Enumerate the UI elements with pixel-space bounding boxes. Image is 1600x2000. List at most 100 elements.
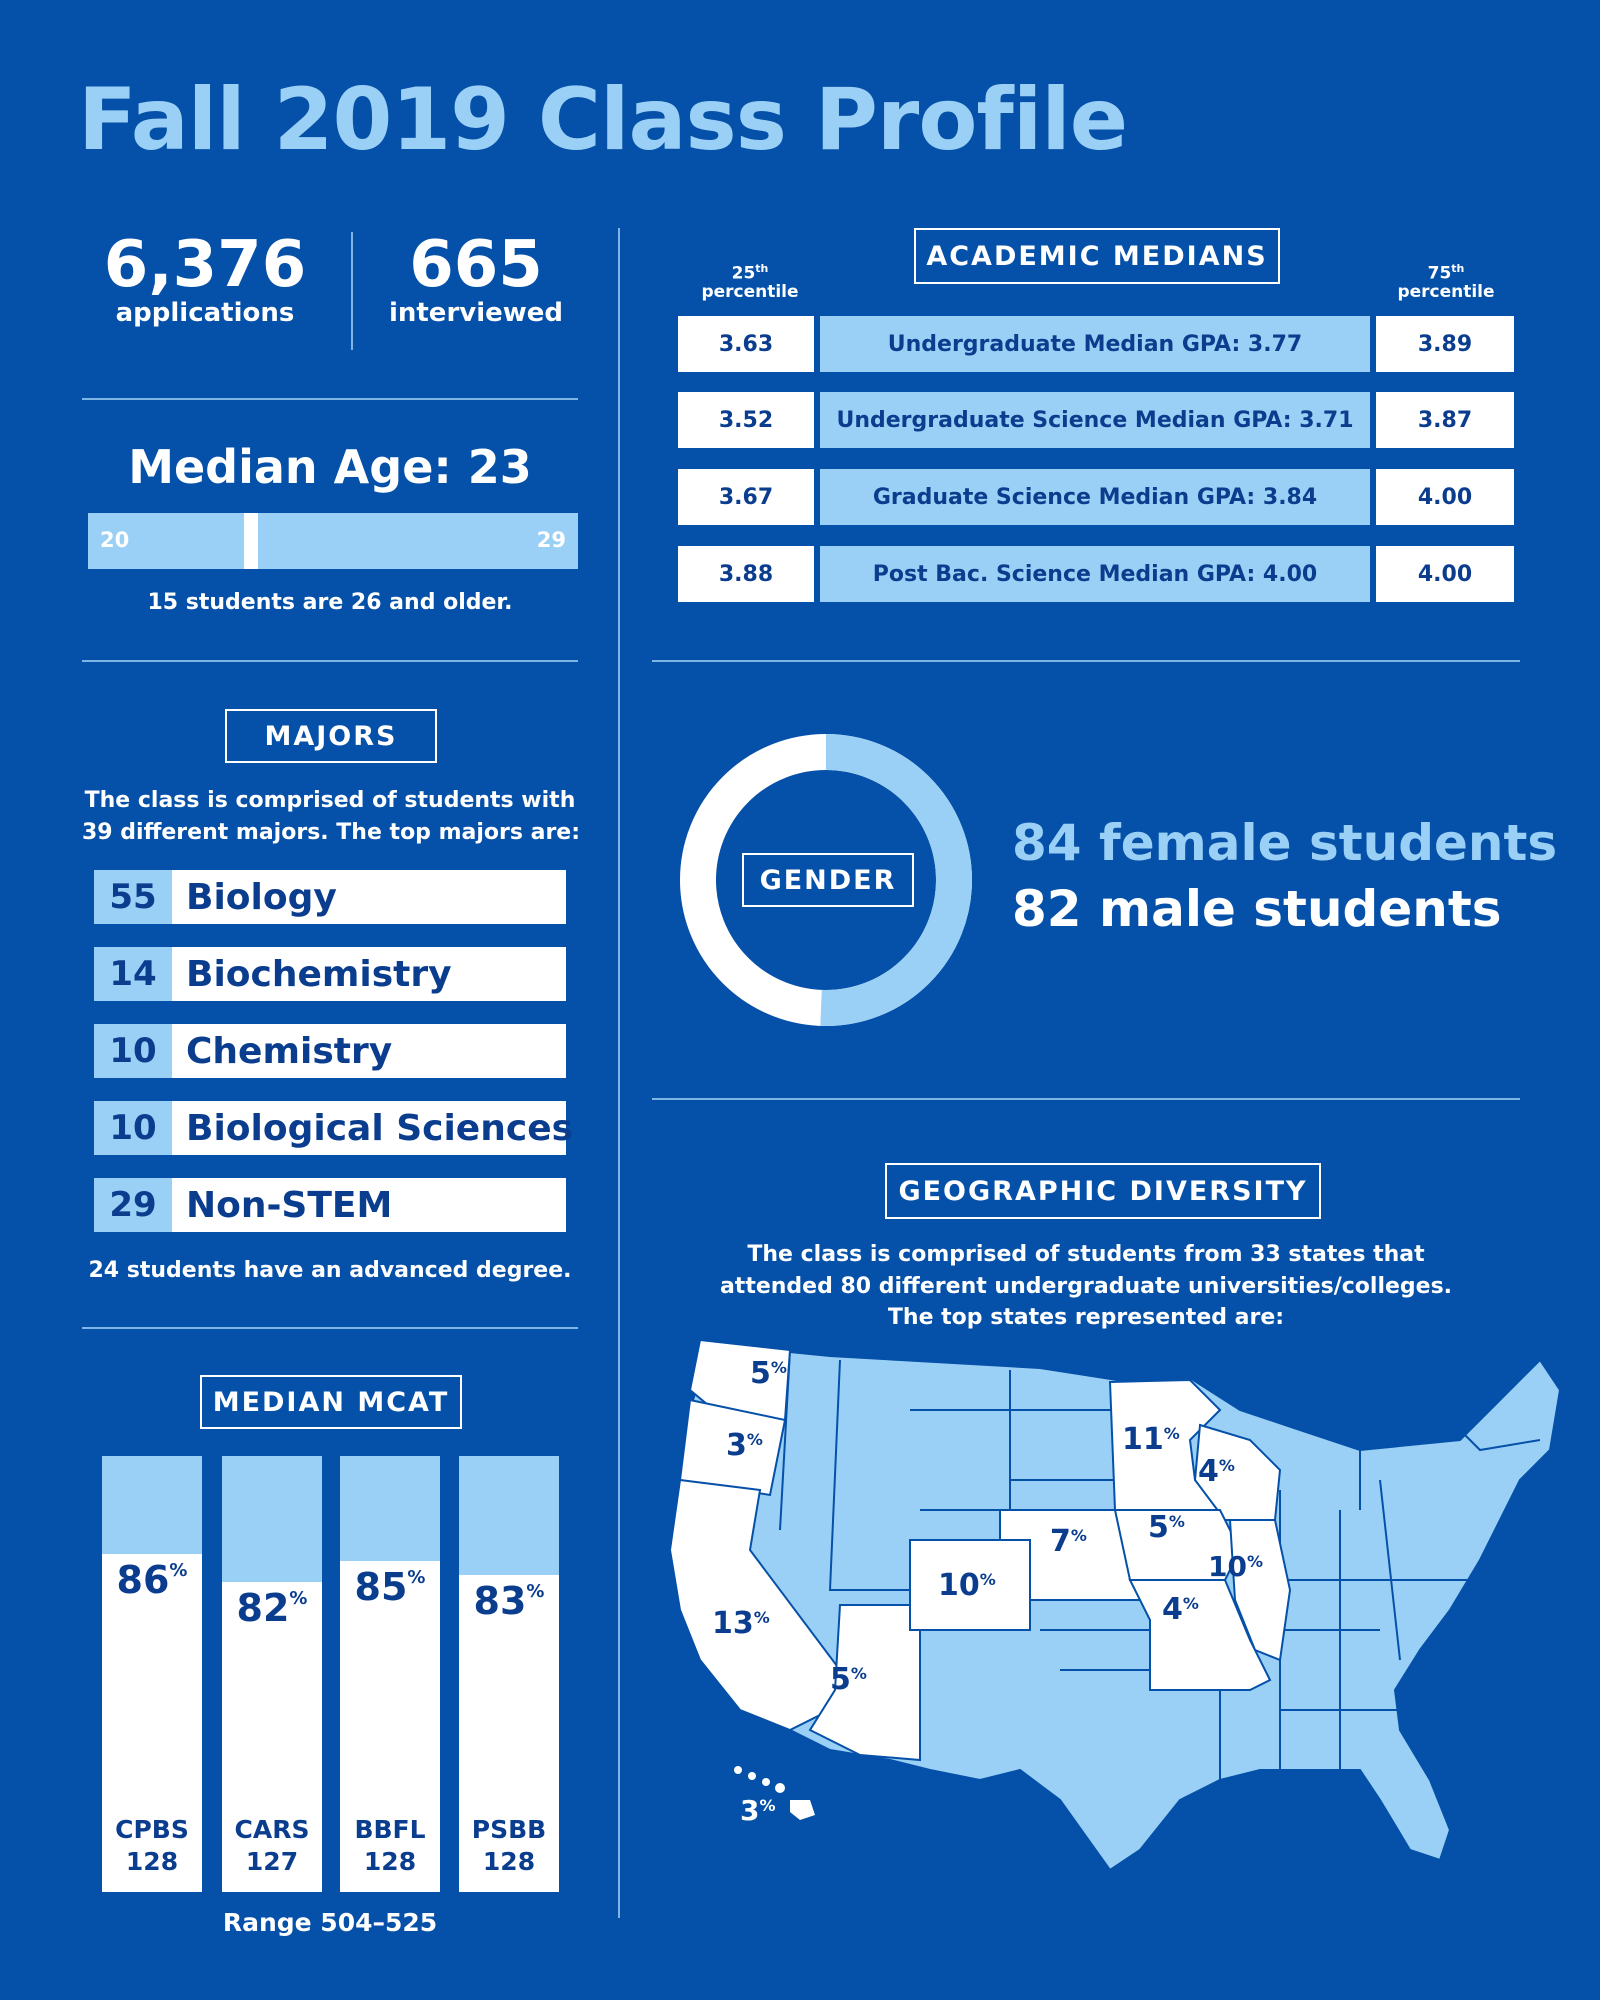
gpa-p25: 3.88: [678, 546, 814, 602]
mcat-bar-cap: [102, 1456, 202, 1554]
mcat-bar: 86% CPBS 128: [102, 1456, 202, 1892]
advanced-degree-note: 24 students have an advanced degree.: [88, 1258, 572, 1283]
median-age-label: Median Age: 23: [128, 440, 532, 494]
us-map: [668, 1338, 1562, 1872]
mcat-range: Range 504–525: [222, 1908, 438, 1937]
major-name: Chemistry: [172, 1024, 566, 1078]
major-count: 10: [94, 1024, 172, 1078]
majors-intro-line1: The class is comprised of students with: [84, 788, 576, 813]
state-missouri: [1128, 1579, 1272, 1691]
gpa-median: Graduate Science Median GPA: 3.84: [820, 469, 1370, 525]
gpa-median: Undergraduate Science Median GPA: 3.71: [820, 392, 1370, 448]
gpa-p75: 4.00: [1376, 469, 1514, 525]
mcat-bar: 82% CARS 127: [222, 1456, 322, 1892]
interviewed-stat: 665 interviewed: [370, 228, 582, 328]
gpa-median: Post Bac. Science Median GPA: 4.00: [820, 546, 1370, 602]
mcat-percentile: 83%: [473, 1578, 545, 1623]
gpa-row: 3.88 Post Bac. Science Median GPA: 4.00 …: [678, 546, 1514, 602]
state-pct-illinois: 10%: [1208, 1550, 1263, 1583]
mcat-heading: MEDIAN MCAT: [200, 1375, 462, 1429]
divider: [82, 398, 578, 400]
major-count: 55: [94, 870, 172, 924]
major-item: 55 Biology: [94, 870, 566, 924]
gpa-p25: 3.67: [678, 469, 814, 525]
p25-label: 25th percentile: [701, 262, 799, 302]
gpa-p75: 3.89: [1376, 316, 1514, 372]
gpa-median: Undergraduate Median GPA: 3.77: [820, 316, 1370, 372]
divider: [82, 1327, 578, 1329]
geo-intro-line2: attended 80 different undergraduate univ…: [719, 1274, 1453, 1299]
mcat-percentile: 82%: [236, 1585, 308, 1630]
mcat-percentile: 86%: [116, 1557, 188, 1602]
female-count: 84 female students: [1012, 814, 1558, 872]
state-pct-missouri: 4%: [1162, 1592, 1199, 1627]
state-california: [668, 1478, 842, 1732]
mcat-bar-cap: [222, 1456, 322, 1582]
state-illinois: [1228, 1519, 1292, 1662]
state-oregon: [678, 1398, 787, 1497]
divider: [652, 1098, 1520, 1100]
state-pct-washington: 5%: [750, 1356, 787, 1391]
mcat-section: BBFL 128: [354, 1815, 426, 1876]
state-pct-colorado: 10%: [938, 1568, 996, 1603]
age-range-bar: 20 29: [88, 513, 578, 569]
geo-intro-line3: The top states represented are:: [887, 1305, 1285, 1330]
highlighted-states: [668, 1338, 1292, 1762]
age-range-max: 29: [536, 528, 566, 552]
major-name: Biology: [172, 870, 566, 924]
divider: [82, 660, 578, 662]
state-pct-wisconsin: 4%: [1198, 1454, 1235, 1489]
gpa-row: 3.63 Undergraduate Median GPA: 3.77 3.89: [678, 316, 1514, 372]
major-count: 29: [94, 1178, 172, 1232]
mcat-bar-cap: [340, 1456, 440, 1561]
p75-label: 75th percentile: [1397, 262, 1495, 302]
age-range-min: 20: [100, 528, 130, 552]
applications-label: applications: [115, 298, 295, 328]
stats-divider: [351, 232, 353, 350]
female-arc: [680, 734, 972, 1026]
mcat-section: CARS 127: [234, 1815, 310, 1876]
major-name: Biological Sciences: [172, 1101, 573, 1155]
major-item: 10 Chemistry: [94, 1024, 566, 1078]
state-pct-iowa: 5%: [1148, 1510, 1185, 1545]
age-median-marker: [244, 513, 259, 569]
gpa-p25: 3.52: [678, 392, 814, 448]
column-divider: [618, 228, 620, 1918]
mcat-bar: 85% BBFL 128: [340, 1456, 440, 1892]
majors-heading: MAJORS: [225, 709, 437, 763]
state-hawaii: [734, 1766, 815, 1820]
state-pct-hawaii: 3%: [740, 1794, 776, 1827]
academic-medians-heading: ACADEMIC MEDIANS: [914, 228, 1280, 284]
major-name: Non-STEM: [172, 1178, 566, 1232]
state-pct-oregon: 3%: [726, 1428, 763, 1463]
interviewed-number: 665: [409, 228, 543, 302]
mcat-percentile: 85%: [354, 1564, 426, 1609]
geo-heading: GEOGRAPHIC DIVERSITY: [885, 1163, 1321, 1219]
state-pct-california: 13%: [712, 1606, 770, 1641]
geo-intro-line1: The class is comprised of students from …: [747, 1242, 1425, 1267]
major-count: 10: [94, 1101, 172, 1155]
gpa-p75: 4.00: [1376, 546, 1514, 602]
major-name: Biochemistry: [172, 947, 566, 1001]
applications-stat: 6,376 applications: [90, 228, 320, 328]
mcat-bar: 83% PSBB 128: [459, 1456, 559, 1892]
mcat-section: CPBS 128: [115, 1815, 189, 1876]
gpa-row: 3.52 Undergraduate Science Median GPA: 3…: [678, 392, 1514, 448]
age-note: 15 students are 26 and older.: [147, 590, 513, 615]
state-pct-minnesota: 11%: [1122, 1422, 1180, 1457]
major-item: 14 Biochemistry: [94, 947, 566, 1001]
male-count: 82 male students: [1012, 880, 1502, 938]
gpa-p25: 3.63: [678, 316, 814, 372]
interviewed-label: interviewed: [388, 298, 564, 328]
major-count: 14: [94, 947, 172, 1001]
mcat-bar-cap: [459, 1456, 559, 1575]
gpa-p75: 3.87: [1376, 392, 1514, 448]
major-item: 10 Biological Sciences: [94, 1101, 573, 1155]
page-title: Fall 2019 Class Profile: [78, 70, 1128, 170]
mcat-section: PSBB 128: [471, 1815, 547, 1876]
major-item: 29 Non-STEM: [94, 1178, 566, 1232]
divider: [652, 660, 1520, 662]
gender-donut: [680, 734, 972, 1026]
applications-number: 6,376: [103, 228, 307, 302]
gender-heading: GENDER: [742, 853, 914, 907]
